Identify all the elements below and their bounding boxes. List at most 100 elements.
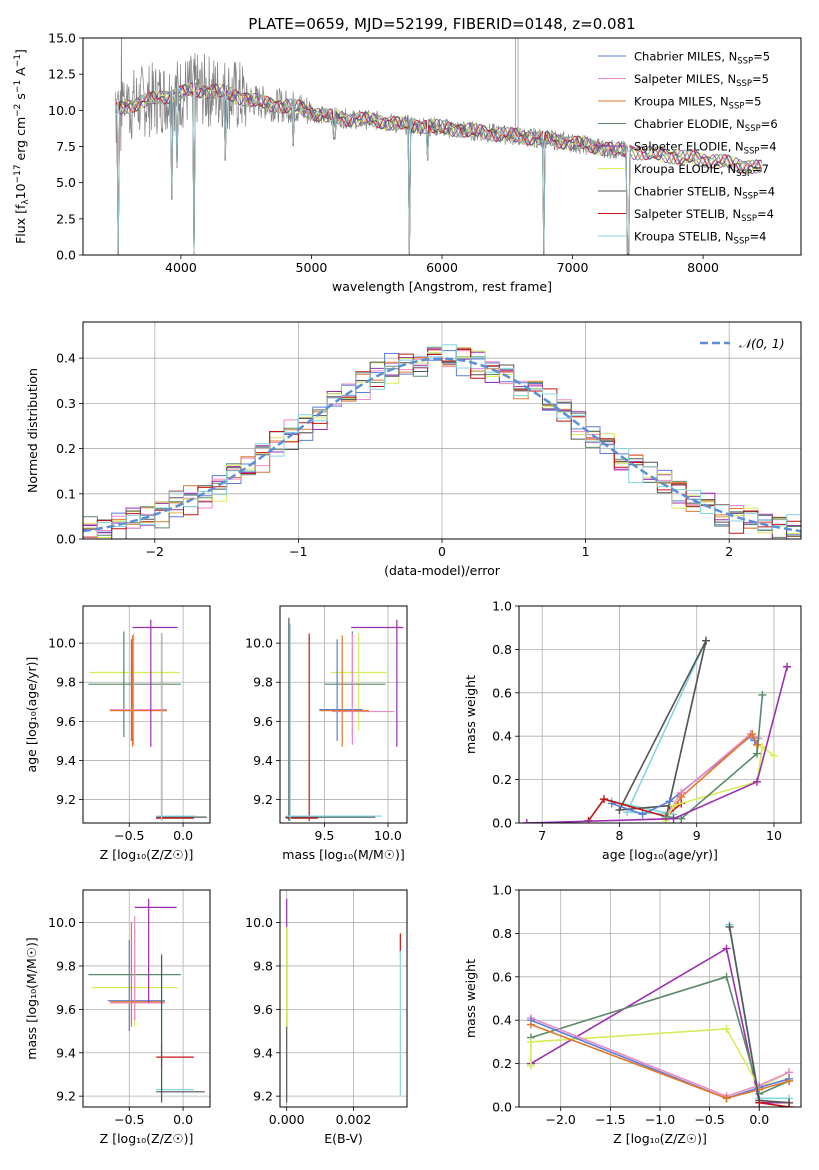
- x-tick-label: 4000: [165, 260, 197, 275]
- series-line-salpeter-stelib: [587, 798, 682, 822]
- x-tick-label: 0.0: [173, 1112, 193, 1127]
- histogram-kroupa-stelib: [83, 344, 801, 539]
- y-tick-label: 5.0: [56, 175, 76, 190]
- data-point-marker: [769, 751, 778, 760]
- x-tick-label: −2: [146, 544, 164, 559]
- data-point-marker: [522, 819, 531, 823]
- data-point-marker: [638, 810, 647, 819]
- y-tick-label: 0.8: [492, 926, 512, 941]
- y-axis-label: mass weight: [463, 959, 478, 1038]
- axes-frame: [82, 605, 211, 824]
- axes-frame: [82, 37, 802, 256]
- y-tick-label: 0.4: [492, 729, 512, 744]
- x-axis-label: Z [log₁₀(Z/Z☉)]: [613, 1131, 707, 1146]
- x-tick-label: 8000: [687, 260, 719, 275]
- x-axis-label: wavelength [Angstrom, rest frame]: [332, 279, 552, 294]
- data-point-marker: [725, 922, 734, 931]
- y-tick-label: 10.0: [48, 103, 76, 118]
- axes-frame: [518, 889, 802, 1108]
- weight-vs-Z-plot-area: [526, 920, 794, 1107]
- spectrum-panel: 4000 5000 6000 7000 8000 0.0 2.5 5.0 7.5 10.0 12.5…: [13, 31, 802, 294]
- x-tick-label: 6000: [426, 260, 458, 275]
- y-tick-label: 0.6: [492, 685, 512, 700]
- y-tick-label: 9.6: [56, 714, 76, 729]
- axes-frame: [279, 889, 408, 1108]
- x-tick-label: 10: [766, 828, 782, 843]
- mass-vs-Z-panel: −0.5 0.0 9.2 9.4 9.6 9.8 10.0 Z [log₁₀(Z/Z☉)] ma…: [24, 889, 211, 1146]
- weight-vs-age-panel: 7 8 9 10 0.0 0.2 0.4 0.6 0.8 1.0 age [log₁₀(age/yr…: [463, 599, 802, 862]
- y-tick-label: 15.0: [48, 31, 76, 46]
- series-line-chabrier-elodie: [530, 975, 790, 1096]
- x-tick-label: −0.5: [114, 828, 144, 843]
- x-tick-label: 0.0: [749, 1112, 769, 1127]
- data-point-marker: [758, 690, 767, 699]
- x-axis-label: Z [log₁₀(Z/Z☉)]: [100, 1131, 194, 1146]
- y-tick-label: 9.6: [253, 1002, 273, 1017]
- data-point-marker: [669, 814, 678, 823]
- weight-vs-age-plot-area: [522, 636, 792, 823]
- x-tick-label: −1.5: [595, 1112, 625, 1127]
- gaussian-curve: [83, 357, 801, 533]
- age-vs-Z-panel: −0.5 0.0 9.2 9.4 9.6 9.8 10.0 Z [log₁₀(Z/Z☉)] ag…: [24, 605, 211, 862]
- data-point-marker: [752, 749, 761, 758]
- y-tick-label: 9.4: [56, 753, 76, 768]
- y-tick-label: 2.5: [56, 211, 76, 226]
- y-tick-label: 0.3: [56, 396, 76, 411]
- legend-entry: 𝒩(0, 1): [739, 336, 785, 351]
- y-tick-label: 9.6: [56, 1002, 76, 1017]
- x-tick-label: 8: [615, 828, 623, 843]
- age-vs-mass-plot-area: [285, 617, 404, 822]
- x-tick-label: 7: [538, 828, 546, 843]
- y-tick-label: 0.1: [56, 486, 76, 501]
- axes-frame: [82, 321, 802, 540]
- data-point-marker: [785, 1103, 794, 1107]
- x-tick-label: 0: [438, 544, 446, 559]
- legend-entry: Kroupa MILES, NSSP=5: [634, 95, 761, 112]
- data-point-marker: [783, 662, 792, 671]
- data-point-marker: [526, 1061, 535, 1070]
- model-line-kroupa-stelib: [115, 84, 763, 254]
- x-tick-label: 9: [693, 828, 701, 843]
- y-tick-label: 0.2: [56, 441, 76, 456]
- series-line-salpeter-miles: [530, 1017, 790, 1098]
- y-tick-label: 12.5: [48, 67, 76, 82]
- legend-entry: Chabrier STELIB, NSSP=4: [634, 185, 775, 202]
- weight-vs-Z-panel: −2.0 −1.5 −1.0 −0.5 0.0 0.0 0.2 0.4 0.6 0.8 1.0 Z […: [463, 883, 802, 1146]
- data-point-marker: [758, 743, 767, 752]
- legend-entry: Salpeter STELIB, NSSP=4: [634, 207, 774, 224]
- y-tick-label: 9.2: [253, 792, 273, 807]
- age-vs-mass-panel: 9.5 10.0 9.2 9.4 9.6 9.8 10.0 mass [log₁₀(M/M☉)…: [245, 605, 408, 862]
- data-point-marker: [785, 1076, 794, 1085]
- spectrum-plot-area: [115, 38, 763, 255]
- x-tick-label: −0.5: [694, 1112, 724, 1127]
- legend-entry: Kroupa STELIB, NSSP=4: [634, 230, 766, 247]
- x-tick-label: 1: [582, 544, 590, 559]
- series-line-salpeter-elodie: [530, 947, 790, 1104]
- spectrum-legend: Chabrier MILES, NSSP=5 Salpeter MILES, NS…: [598, 50, 778, 247]
- data-point-marker: [599, 795, 608, 804]
- axes-frame: [518, 605, 802, 824]
- x-axis-label: (data-model)/error: [384, 563, 501, 578]
- x-tick-label: 9.5: [315, 828, 335, 843]
- y-tick-label: 0.4: [56, 351, 76, 366]
- legend-entry: Chabrier MILES, NSSP=5: [634, 50, 770, 67]
- series-line-salpeter-elodie: [526, 666, 788, 823]
- data-point-marker: [722, 944, 731, 953]
- data-point-marker: [665, 797, 674, 806]
- x-axis-label: Z [log₁₀(Z/Z☉)]: [100, 847, 194, 862]
- y-tick-label: 9.8: [56, 958, 76, 973]
- y-tick-label: 9.6: [253, 714, 273, 729]
- x-axis-label: E(B-V): [324, 1131, 363, 1146]
- y-tick-label: 10.0: [245, 636, 273, 651]
- legend-entry: Salpeter MILES, NSSP=5: [634, 72, 769, 89]
- y-tick-label: 0.0: [492, 1100, 512, 1115]
- legend-entry: Salpeter ELODIE, NSSP=4: [634, 140, 777, 157]
- x-tick-label: −0.5: [114, 1112, 144, 1127]
- data-point-marker: [722, 1024, 731, 1033]
- residuals-panel: −2 −1 0 1 2 0.0 0.1 0.2 0.3 0.4 (data-model)/error…: [25, 321, 802, 578]
- y-tick-label: 9.4: [253, 753, 273, 768]
- y-tick-label: 9.8: [253, 958, 273, 973]
- data-point-marker: [669, 801, 678, 810]
- mass-vs-Z-plot-area: [88, 898, 205, 1103]
- model-line-salpeter-stelib: [115, 84, 763, 254]
